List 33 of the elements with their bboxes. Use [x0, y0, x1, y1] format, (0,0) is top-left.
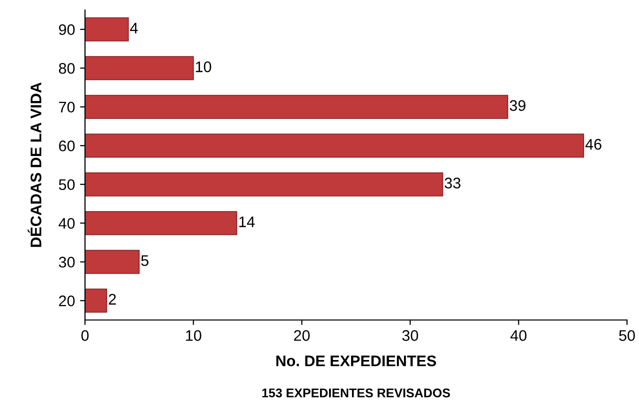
y-tick-label: 60 — [59, 140, 75, 152]
data-label: 2 — [108, 294, 116, 305]
data-label: 4 — [130, 22, 138, 34]
data-label: 33 — [444, 178, 460, 188]
y-tick-label: 20 — [59, 295, 75, 306]
text: 153 EXPEDIENTES REVISADOS — [262, 388, 450, 398]
y-tick-label: 30 — [58, 256, 75, 268]
y-tick-label: 80 — [58, 62, 75, 74]
y-axis-title: DÉCADAS DE LA VIDA — [28, 82, 42, 247]
x-tick-label: 50 — [619, 330, 635, 341]
x-tick-label: 40 — [510, 330, 526, 341]
y-tick-label: 90 — [59, 24, 75, 36]
x-axis-title: No. DE EXPEDIENTES — [276, 355, 436, 366]
bar — [85, 211, 238, 236]
data-label: 5 — [141, 255, 148, 266]
y-tick-label: 40 — [58, 218, 75, 229]
bar — [85, 134, 584, 158]
data-label: 14 — [239, 216, 255, 228]
data-label: 39 — [510, 100, 526, 111]
x-tick-label: 30 — [402, 330, 418, 341]
bar — [85, 94, 508, 119]
bar — [85, 17, 129, 42]
data-label: 10 — [196, 61, 212, 72]
y-tick-label: 70 — [59, 102, 75, 113]
bar — [85, 56, 194, 80]
bar — [85, 250, 140, 274]
x-tick-label: 10 — [186, 330, 202, 341]
x-tick-label: 20 — [294, 330, 310, 341]
data-label: 46 — [585, 138, 602, 150]
y-tick-label: 50 — [58, 179, 75, 190]
bar — [85, 172, 444, 196]
x-tick-label: 0 — [81, 330, 89, 341]
bar — [85, 288, 108, 313]
